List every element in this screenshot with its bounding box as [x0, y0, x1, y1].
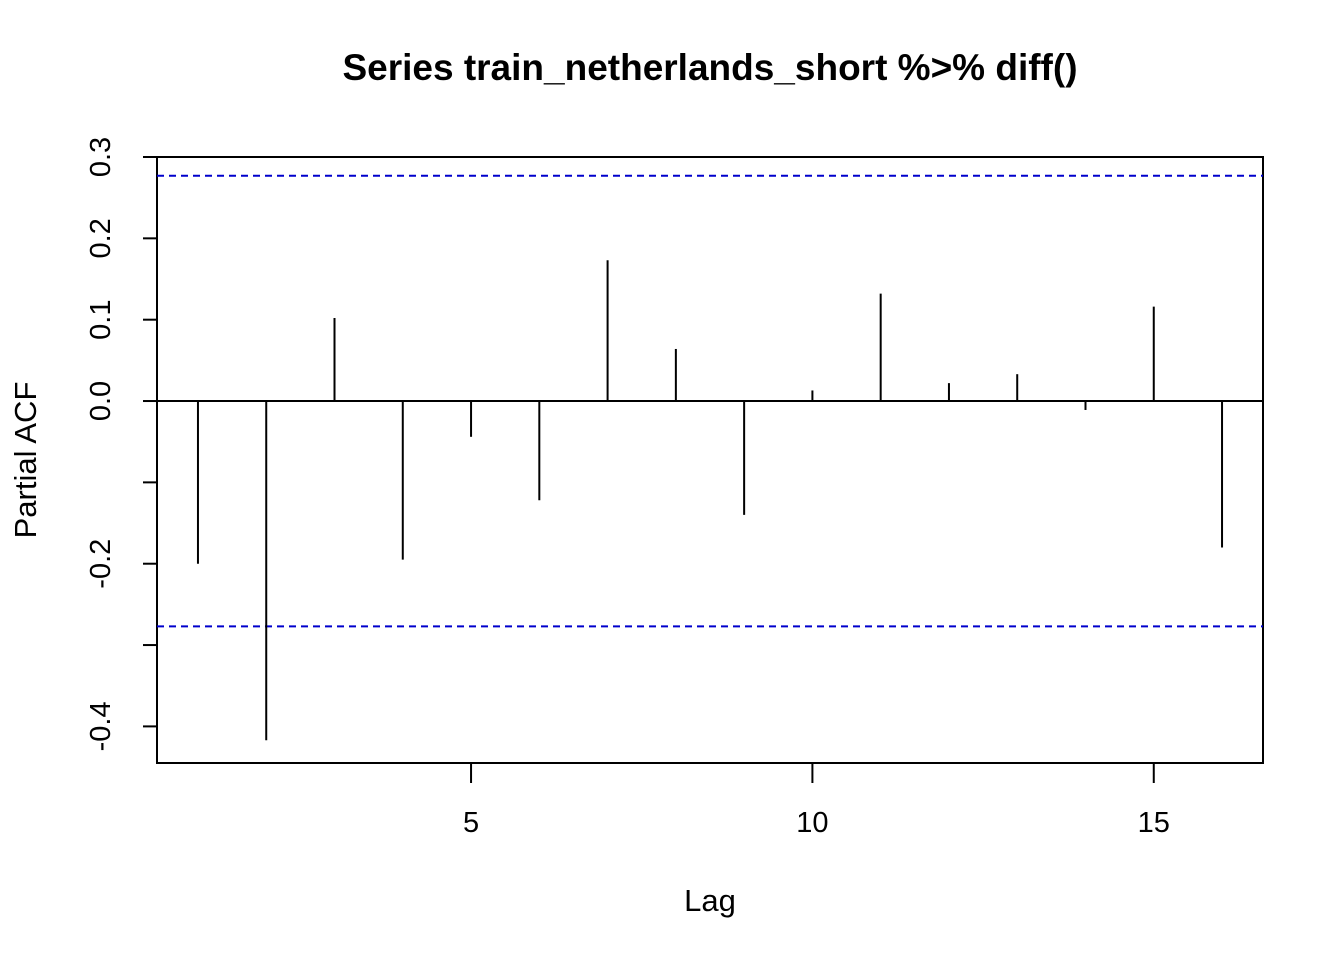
y-axis-label: Partial ACF — [8, 382, 43, 539]
x-tick-label: 15 — [1138, 807, 1170, 839]
x-tick-label: 5 — [463, 807, 479, 839]
y-tick-label: -0.2 — [85, 539, 117, 589]
confidence-bounds — [157, 174, 1263, 628]
pacf-bars — [157, 260, 1263, 741]
y-tick-label: 0.3 — [85, 137, 117, 177]
chart-title: Series train_netherlands_short %>% diff(… — [342, 47, 1077, 88]
y-tick-label: 0.1 — [85, 300, 117, 340]
y-tick-label: 0.0 — [85, 381, 117, 421]
y-axis: -0.4 -0.2 0.0 0.1 0.2 0.3 — [85, 137, 158, 751]
x-axis-label: Lag — [684, 883, 736, 918]
x-axis: 5 10 15 — [463, 762, 1170, 839]
y-tick-label: -0.4 — [85, 701, 117, 751]
x-tick-label: 10 — [796, 807, 828, 839]
y-tick-label: 0.2 — [85, 218, 117, 258]
plot-frame — [156, 156, 1264, 764]
